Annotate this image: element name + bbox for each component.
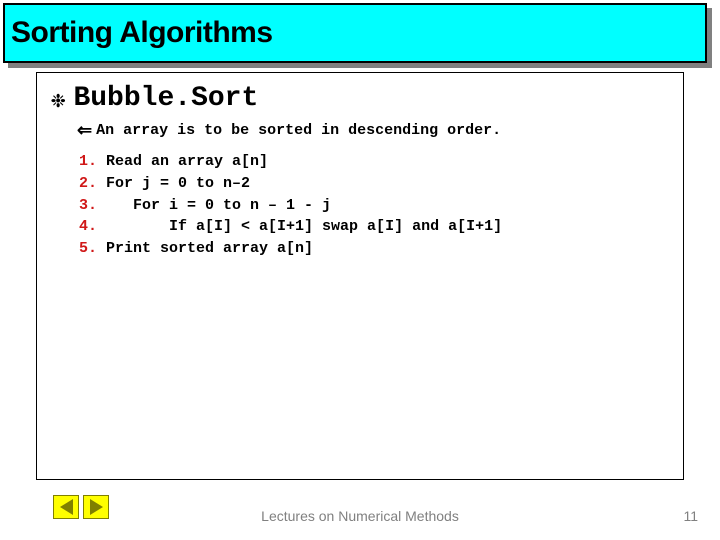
code-line-text: Print sorted array a[n]	[97, 240, 313, 257]
code-line-text: For j = 0 to n–2	[97, 175, 250, 192]
code-line: 2. For j = 0 to n–2	[79, 173, 669, 195]
code-line: 5. Print sorted array a[n]	[79, 238, 669, 260]
subheading-row: ⇐ An array is to be sorted in descending…	[77, 120, 669, 141]
section-heading: Bubble.Sort	[73, 83, 258, 114]
footer-text: Lectures on Numerical Methods	[0, 508, 720, 524]
page-number: 11	[683, 508, 698, 524]
code-line-text: For i = 0 to n – 1 - j	[97, 197, 331, 214]
code-line-number: 1.	[79, 153, 97, 170]
code-line-text: If a[I] < a[I+1] swap a[I] and a[I+1]	[97, 218, 502, 235]
code-line: 1. Read an array a[n]	[79, 151, 669, 173]
arrow-left-icon: ⇐	[77, 120, 92, 141]
slide-title: Sorting Algorithms	[11, 16, 273, 50]
code-block: 1. Read an array a[n] 2. For j = 0 to n–…	[79, 151, 669, 260]
content-box: ❉ Bubble.Sort ⇐ An array is to be sorted…	[36, 72, 684, 480]
code-line-number: 3.	[79, 197, 97, 214]
subheading-text: An array is to be sorted in descending o…	[96, 122, 501, 139]
code-line-number: 2.	[79, 175, 97, 192]
code-line: 4. If a[I] < a[I+1] swap a[I] and a[I+1]	[79, 216, 669, 238]
bullet-icon: ❉	[51, 87, 65, 111]
code-line-number: 5.	[79, 240, 97, 257]
section-heading-row: ❉ Bubble.Sort	[51, 83, 669, 114]
code-line-number: 4.	[79, 218, 97, 235]
code-line: 3. For i = 0 to n – 1 - j	[79, 195, 669, 217]
title-bar: Sorting Algorithms	[3, 3, 707, 63]
code-line-text: Read an array a[n]	[97, 153, 268, 170]
